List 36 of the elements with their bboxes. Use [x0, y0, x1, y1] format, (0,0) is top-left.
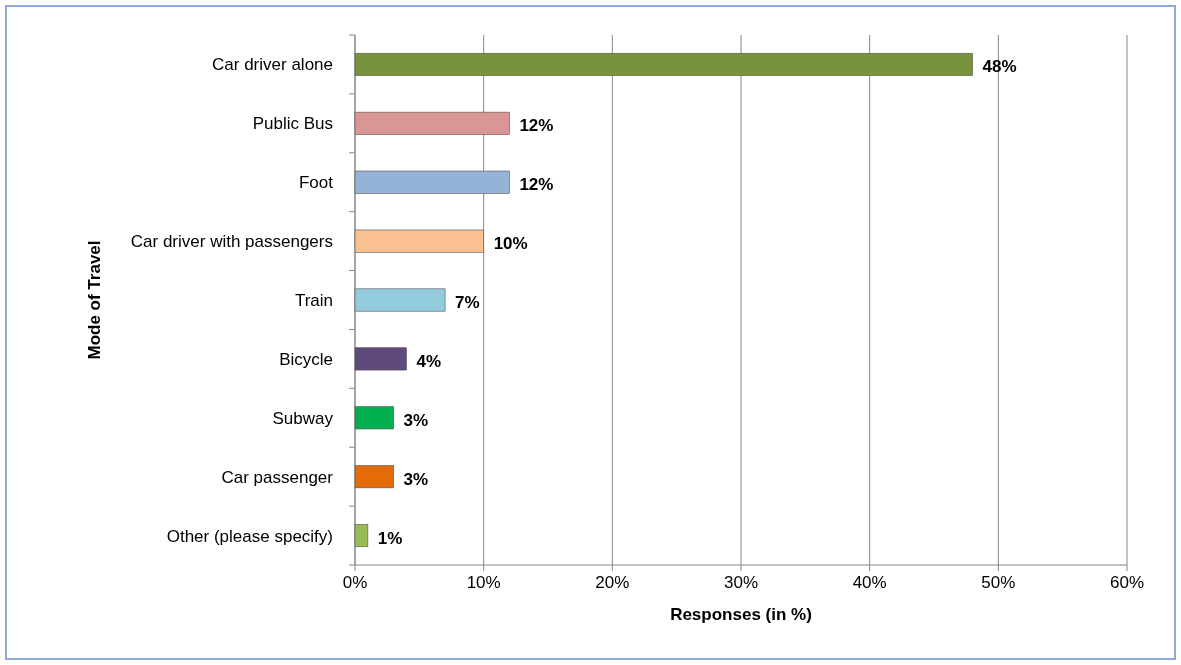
y-tick-label: Car passenger — [221, 467, 334, 487]
x-tick-label: 10% — [466, 573, 501, 592]
y-tick-label: Car driver with passengers — [130, 232, 333, 252]
data-label: 48% — [982, 57, 1017, 77]
y-tick-label: Public Bus — [252, 114, 333, 134]
y-tick-label: Foot — [298, 173, 334, 193]
x-tick-label: 40% — [852, 573, 887, 592]
y-tick-label: Other (please specify) — [166, 526, 333, 546]
data-label: 12% — [519, 175, 554, 195]
bar — [354, 524, 369, 548]
x-tick-label: 60% — [1109, 573, 1145, 592]
bar — [354, 229, 484, 253]
x-tick-label: 20% — [595, 573, 630, 592]
data-label: 3% — [403, 410, 429, 430]
x-axis-title: Responses (in %) — [670, 605, 812, 624]
y-tick-label: Train — [294, 290, 333, 310]
y-tick-label: Car driver alone — [212, 55, 333, 75]
data-label: 12% — [519, 116, 554, 136]
bar — [354, 465, 394, 489]
bar — [354, 406, 394, 430]
data-label: 10% — [493, 234, 528, 254]
bar — [354, 170, 510, 194]
bar — [354, 347, 407, 371]
x-tick-label: 30% — [723, 573, 759, 592]
x-tick-label: 0% — [342, 573, 368, 592]
data-label: 3% — [403, 469, 429, 489]
x-tick-label: 50% — [981, 573, 1016, 592]
data-label: 1% — [377, 528, 403, 548]
y-tick-label: Subway — [272, 408, 334, 428]
data-label: 4% — [416, 351, 442, 371]
bar — [354, 288, 446, 312]
y-axis-title: Mode of Travel — [85, 240, 104, 360]
bar — [354, 52, 973, 76]
data-label: 7% — [455, 292, 480, 312]
y-tick-label: Bicycle — [279, 349, 333, 369]
bar — [354, 111, 510, 135]
